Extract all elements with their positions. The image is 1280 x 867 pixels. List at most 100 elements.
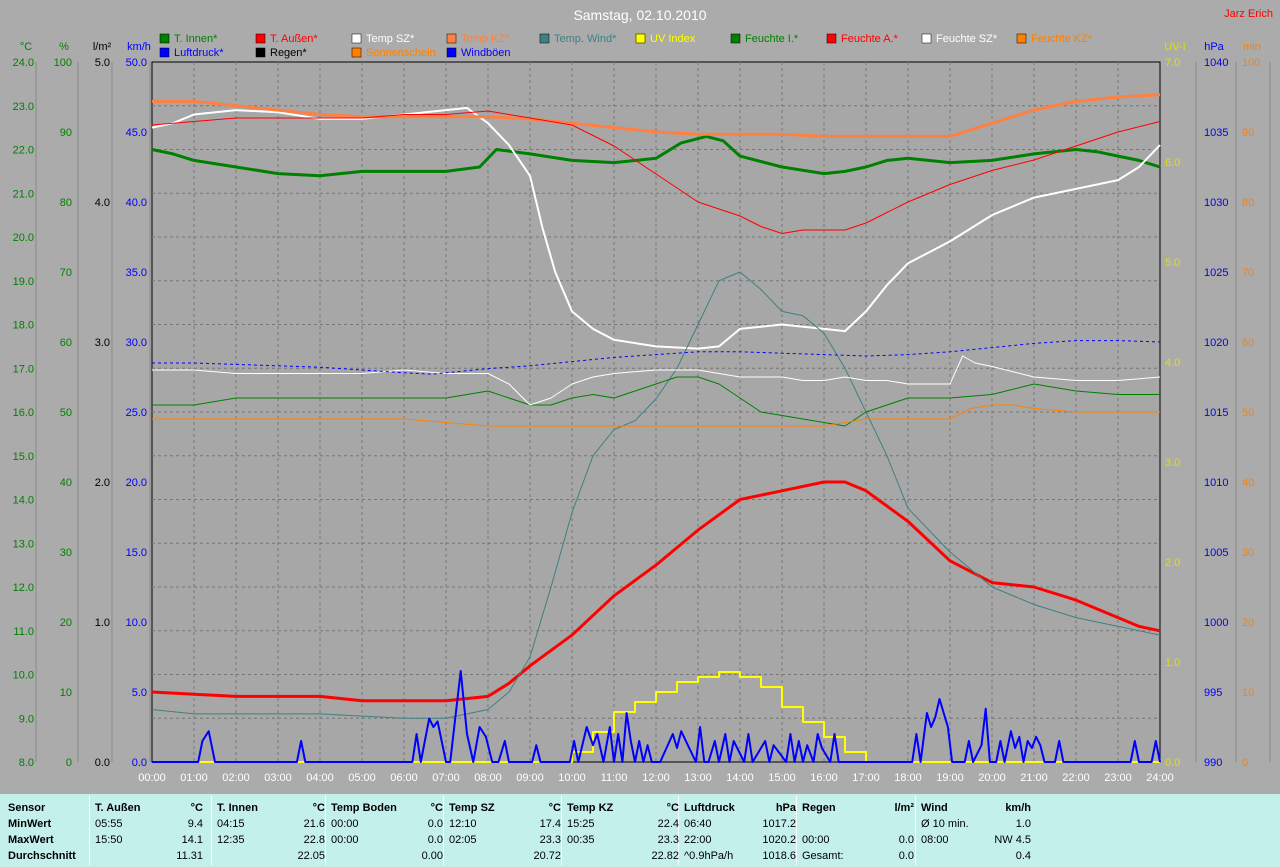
column-unit: °C [312, 802, 325, 814]
wind-tick-label: 30.0 [126, 337, 147, 349]
cell-time: 22:00 [684, 834, 712, 846]
chart-title: Samstag, 02.10.2010 [573, 7, 706, 23]
cell-value: 23.3 [539, 834, 561, 846]
cell-value: 0.0 [427, 834, 443, 846]
series-line-feuchte-a [151, 110, 1161, 234]
temp-tick-label: 10.0 [13, 670, 34, 682]
x-tick-label: 09:00 [516, 772, 544, 784]
wind-tick-label: 45.0 [126, 127, 147, 139]
column-unit: °C [190, 802, 203, 814]
pressure-tick-label: 1015 [1204, 407, 1228, 419]
sunshine-axis-label: min [1243, 41, 1261, 53]
legend-swatch [255, 47, 266, 58]
row-label: MinWert [8, 818, 52, 830]
pressure-tick-label: 1030 [1204, 197, 1228, 209]
column-unit: °C [430, 802, 443, 814]
uv-tick-label: 0.0 [1165, 757, 1180, 769]
cell-value: 0.00 [421, 850, 443, 862]
x-tick-label: 21:00 [1020, 772, 1048, 784]
cell-value: 22.82 [651, 850, 679, 862]
legend-label: Feuchte SZ* [936, 33, 998, 45]
legend-label: T. Innen* [174, 33, 218, 45]
cell-time: 12:35 [217, 834, 245, 846]
cell-value: 0.0 [898, 834, 914, 846]
cell-time: 00:00 [331, 818, 359, 830]
legend-label: Luftdruck* [174, 47, 224, 59]
legend-swatch [730, 33, 741, 44]
wind-tick-label: 20.0 [126, 477, 147, 489]
x-tick-label: 03:00 [264, 772, 292, 784]
wind-axis-label: km/h [127, 41, 151, 53]
wind-tick-label: 10.0 [126, 617, 147, 629]
cell-value: 9.4 [187, 818, 203, 830]
series-line-t-innen [151, 134, 1161, 178]
sunshine-tick-label: 60 [1242, 337, 1254, 349]
legend-swatch [446, 47, 457, 58]
x-tick-label: 04:00 [306, 772, 334, 784]
wind-tick-label: 0.0 [132, 757, 147, 769]
cell-value: NW 4.5 [994, 834, 1031, 846]
series-line-feuchte-i [152, 376, 1160, 427]
wind-tick-label: 35.0 [126, 267, 147, 279]
column-header: T. Außen [95, 802, 141, 814]
temp-tick-label: 11.0 [13, 626, 34, 638]
legend-label: Temp SZ* [366, 33, 415, 45]
cell-value: 21.6 [303, 818, 325, 830]
column-divider [561, 796, 562, 865]
legend-swatch [826, 33, 837, 44]
x-tick-label: 07:00 [432, 772, 460, 784]
cell-value: 11.31 [176, 850, 203, 862]
uv-tick-label: 3.0 [1165, 457, 1180, 469]
cell-time: 12:10 [449, 818, 477, 830]
x-tick-label: 19:00 [936, 772, 964, 784]
humidity-tick-label: 40 [60, 477, 72, 489]
rain-tick-label: 1.0 [95, 617, 110, 629]
column-header: Temp KZ [567, 802, 614, 814]
column-header: Temp Boden [331, 802, 397, 814]
x-tick-label: 18:00 [894, 772, 922, 784]
x-tick-label: 14:00 [726, 772, 754, 784]
pressure-tick-label: 1000 [1204, 617, 1228, 629]
humidity-tick-label: 70 [60, 267, 72, 279]
cell-value: 20.72 [533, 850, 561, 862]
statistics-panel: Sensor T. Außen °C T. Innen °C Temp Boden °C Te… [0, 794, 1280, 867]
temp-tick-label: 16.0 [13, 407, 34, 419]
cell-time: 05:55 [95, 818, 123, 830]
temp-tick-label: 12.0 [13, 582, 34, 594]
sunshine-tick-label: 40 [1242, 477, 1254, 489]
column-divider [443, 796, 444, 865]
column-divider [325, 796, 326, 865]
humidity-tick-label: 20 [60, 617, 72, 629]
pressure-axis-label: hPa [1204, 41, 1224, 53]
column-header: Wind [921, 802, 948, 814]
series-line-temp-kz [152, 93, 1161, 138]
humidity-tick-label: 0 [66, 757, 72, 769]
uv-tick-label: 7.0 [1165, 57, 1180, 69]
legend-swatch [351, 47, 362, 58]
humidity-tick-label: 60 [60, 337, 72, 349]
pressure-tick-label: 1025 [1204, 267, 1228, 279]
wind-tick-label: 25.0 [126, 407, 147, 419]
legend-swatch [446, 33, 457, 44]
sunshine-tick-label: 30 [1242, 547, 1254, 559]
temp-tick-label: 21.0 [13, 188, 34, 200]
sunshine-tick-label: 10 [1242, 687, 1254, 699]
x-tick-label: 05:00 [348, 772, 376, 784]
temp-tick-label: 19.0 [13, 276, 34, 288]
column-divider [915, 796, 916, 865]
cell-value: 22.8 [303, 834, 325, 846]
column-header: Temp SZ [449, 802, 495, 814]
legend-swatch [255, 33, 266, 44]
legend-swatch [351, 33, 362, 44]
rain-axis-label: l/m² [93, 41, 112, 53]
pressure-tick-label: 990 [1204, 757, 1222, 769]
rain-tick-label: 3.0 [95, 337, 110, 349]
rain-tick-label: 5.0 [95, 57, 110, 69]
column-divider [796, 796, 797, 865]
legend-swatch [921, 33, 932, 44]
column-unit: °C [666, 802, 679, 814]
humidity-tick-label: 50 [60, 407, 72, 419]
rain-tick-label: 0.0 [95, 757, 110, 769]
cell-time: 15:50 [95, 834, 123, 846]
uv-tick-label: 2.0 [1165, 557, 1180, 569]
